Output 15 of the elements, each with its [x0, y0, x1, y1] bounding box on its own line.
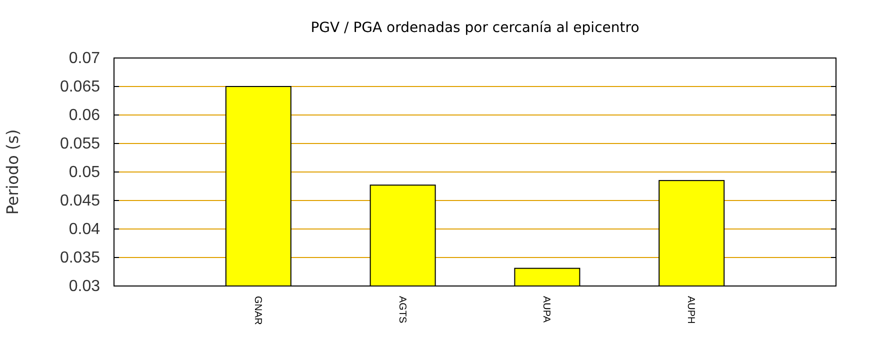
y-tick-label: 0.045	[60, 192, 100, 210]
x-tick-label: AGTS	[396, 296, 408, 324]
y-tick-label: 0.05	[68, 164, 100, 182]
y-tick-label: 0.07	[68, 50, 100, 68]
x-tick-label: AUPA	[540, 296, 552, 323]
chart-title: PGV / PGA ordenadas por cercanía al epicentro	[310, 20, 640, 36]
x-tick-label: AUPH	[685, 296, 696, 324]
y-tick-label: 0.065	[60, 78, 100, 96]
y-tick-label: 0.04	[68, 221, 100, 238]
y-axis-title: Periodo (s)	[3, 129, 22, 215]
y-tick-label: 0.035	[60, 250, 100, 267]
x-tick-label: GNAR	[252, 296, 263, 325]
y-tick-label: 0.06	[68, 107, 100, 124]
y-tick-label: 0.03	[68, 278, 100, 296]
y-tick-label: 0.055	[60, 136, 100, 153]
